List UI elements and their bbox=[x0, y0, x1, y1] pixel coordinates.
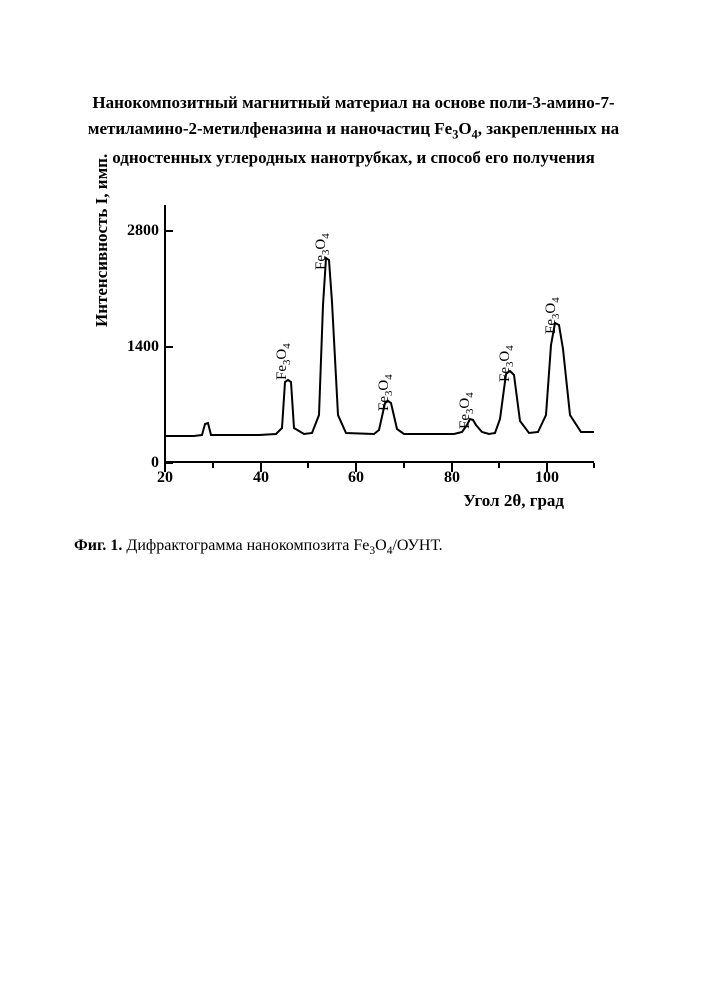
peak-label-6: Fe3O4 bbox=[543, 297, 562, 334]
figure-caption: Фиг. 1. Дифрактограмма нанокомпозита Fe3… bbox=[74, 537, 637, 557]
xtick-minor-30 bbox=[212, 463, 214, 468]
y-axis-label: Интенсивность I, имп. bbox=[92, 154, 112, 327]
peak-label-2: Fe3O4 bbox=[313, 233, 332, 270]
ytick-label-2800: 2800 bbox=[104, 222, 159, 240]
xtick-minor-90 bbox=[498, 463, 500, 468]
caption-text: Дифрактограмма нанокомпозита Fe3O4/ОУНТ. bbox=[126, 537, 442, 554]
xtick-label-100: 100 bbox=[535, 469, 559, 487]
caption-prefix: Фиг. 1. bbox=[74, 537, 122, 554]
xtick-minor-50 bbox=[307, 463, 309, 468]
peak-label-4: Fe3O4 bbox=[457, 392, 476, 429]
peak-label-5: Fe3O4 bbox=[497, 345, 516, 382]
title-line-2: метиламино-2-метилфеназина и наночастиц … bbox=[88, 119, 619, 138]
page: Нанокомпозитный магнитный материал на ос… bbox=[0, 0, 707, 1000]
document-title: Нанокомпозитный магнитный материал на ос… bbox=[70, 90, 637, 171]
title-line-3: одностенных углеродных нанотрубках, и сп… bbox=[112, 148, 595, 167]
ytick-label-0: 0 bbox=[104, 454, 159, 472]
xrd-curve bbox=[164, 205, 594, 463]
peak-label-3: Fe3O4 bbox=[376, 374, 395, 411]
title-line-1: Нанокомпозитный магнитный материал на ос… bbox=[92, 93, 614, 112]
xtick-label-80: 80 bbox=[444, 469, 460, 487]
xrd-chart: 0 1400 2800 20 40 60 80 100 Интенсивност… bbox=[104, 195, 604, 515]
x-axis-label: Угол 2θ, град bbox=[463, 491, 564, 511]
xtick-label-60: 60 bbox=[348, 469, 364, 487]
xtick-minor-110 bbox=[593, 463, 595, 468]
xtick-minor-70 bbox=[403, 463, 405, 468]
xtick-label-20: 20 bbox=[157, 469, 173, 487]
ytick-label-1400: 1400 bbox=[104, 338, 159, 356]
peak-label-1: Fe3O4 bbox=[274, 343, 293, 380]
xtick-label-40: 40 bbox=[253, 469, 269, 487]
